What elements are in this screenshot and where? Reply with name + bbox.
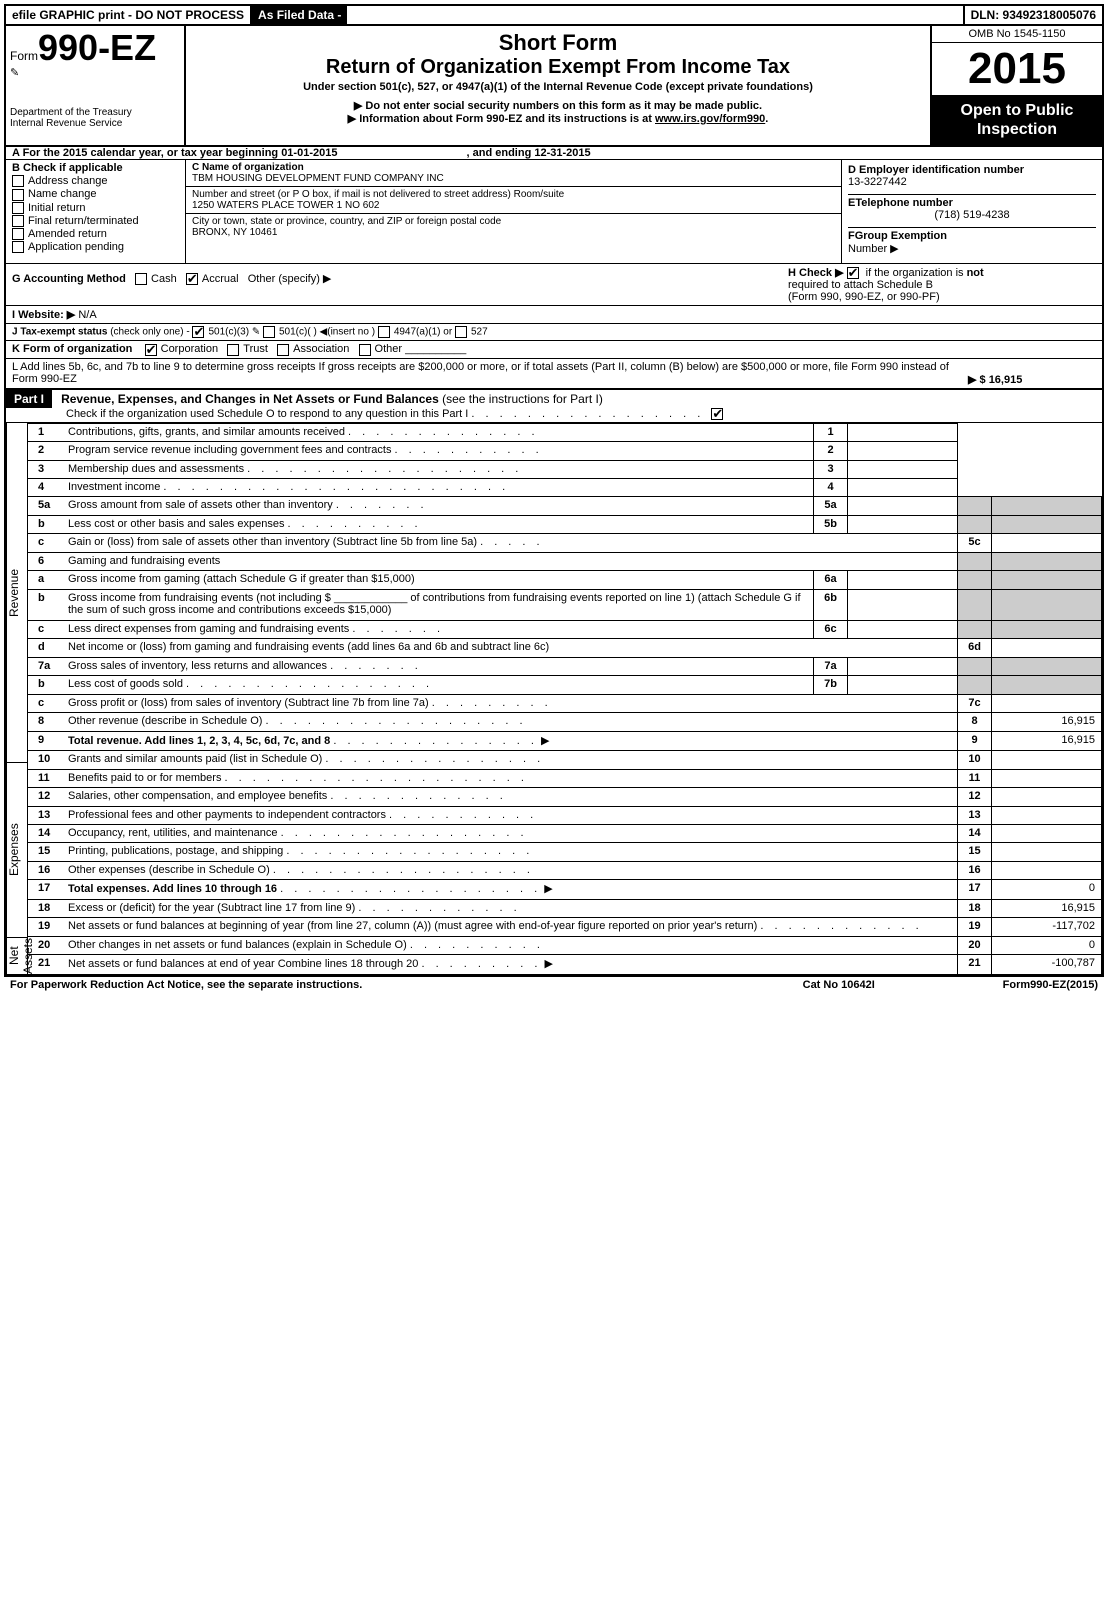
box-b: B Check if applicable Address change Nam… (6, 160, 186, 263)
line-19-val: -117,702 (992, 918, 1102, 936)
short-form-label: Short Form (194, 30, 922, 56)
instr-1: ▶ Do not enter social security numbers o… (194, 99, 922, 112)
website: N/A (78, 309, 96, 321)
header: Form990-EZ ✎ Department of the Treasury … (6, 26, 1102, 147)
section-gh: G Accounting Method Cash Accrual Other (… (6, 264, 1102, 306)
box-b-label: B Check if applicable (12, 162, 179, 174)
under-section: Under section 501(c), 527, or 4947(a)(1)… (194, 81, 922, 93)
omb-number: OMB No 1545-1150 (932, 26, 1102, 43)
chk-corporation[interactable] (145, 344, 157, 356)
chk-final-return[interactable] (12, 215, 24, 227)
chk-4947[interactable] (378, 326, 390, 338)
box-def: D Employer identification number 13-3227… (842, 160, 1102, 263)
form-prefix: Form (10, 49, 38, 63)
side-expenses: Expenses (6, 763, 28, 938)
line-21-val: -100,787 (992, 955, 1102, 975)
chk-address-change[interactable] (12, 175, 24, 187)
section-l: L Add lines 5b, 6c, and 7b to line 9 to … (6, 359, 1102, 389)
box-h: H Check ▶ if the organization is not req… (782, 264, 1102, 305)
chk-name-change[interactable] (12, 189, 24, 201)
chk-accrual[interactable] (186, 273, 198, 285)
footer-cat: Cat No 10642I (803, 979, 1003, 991)
line-20-val: 0 (992, 936, 1102, 954)
chk-schedule-b-not-required[interactable] (847, 267, 859, 279)
dept-treasury: Department of the Treasury (10, 107, 180, 118)
footer: For Paperwork Reduction Act Notice, see … (4, 977, 1104, 993)
instr-2: ▶ Information about Form 990-EZ and its … (194, 112, 922, 125)
chk-cash[interactable] (135, 273, 147, 285)
part-i-header: Part I Revenue, Expenses, and Changes in… (6, 389, 1102, 423)
chk-527[interactable] (455, 326, 467, 338)
section-k: K Form of organization Corporation Trust… (6, 341, 1102, 358)
org-address: 1250 WATERS PLACE TOWER 1 NO 602 (192, 200, 835, 211)
form-990ez: efile GRAPHIC print - DO NOT PROCESS As … (4, 4, 1104, 977)
side-revenue: Revenue (6, 423, 28, 763)
topbar-dln: DLN: 93492318005076 (963, 6, 1102, 24)
chk-trust[interactable] (227, 344, 239, 356)
section-j: J Tax-exempt status (check only one) - 5… (6, 324, 1102, 341)
chk-initial-return[interactable] (12, 202, 24, 214)
section-i: I Website: ▶ N/A (6, 306, 1102, 324)
header-mid: Short Form Return of Organization Exempt… (186, 26, 932, 145)
topbar: efile GRAPHIC print - DO NOT PROCESS As … (6, 6, 1102, 26)
line-8-val: 16,915 (992, 713, 1102, 731)
chk-association[interactable] (277, 344, 289, 356)
section-bcdef: B Check if applicable Address change Nam… (6, 160, 1102, 264)
chk-501c[interactable] (263, 326, 275, 338)
chk-amended-return[interactable] (12, 228, 24, 240)
irs-link[interactable]: www.irs.gov/form990 (655, 113, 765, 125)
footer-left: For Paperwork Reduction Act Notice, see … (10, 979, 803, 991)
line-17-val: 0 (992, 880, 1102, 900)
return-title: Return of Organization Exempt From Incom… (194, 56, 922, 79)
chk-other-org[interactable] (359, 344, 371, 356)
open-to-public: Open to Public Inspection (932, 95, 1102, 145)
form-number: 990-EZ (38, 27, 156, 68)
telephone: (718) 519-4238 (848, 209, 1096, 221)
pencil-icon: ✎ (252, 327, 260, 338)
topbar-left: efile GRAPHIC print - DO NOT PROCESS (6, 6, 252, 24)
side-net-assets: Net Assets (6, 938, 28, 975)
chk-501c3[interactable] (192, 326, 204, 338)
header-right: OMB No 1545-1150 2015 Open to Public Ins… (932, 26, 1102, 145)
topbar-mid: As Filed Data - (252, 6, 347, 24)
line-9-val: 16,915 (992, 731, 1102, 751)
chk-schedule-o-part-i[interactable] (711, 408, 723, 420)
org-city: BRONX, NY 10461 (192, 227, 835, 238)
org-name: TBM HOUSING DEVELOPMENT FUND COMPANY INC (192, 173, 835, 184)
part-i-grid: Revenue Expenses Net Assets 1Contributio… (6, 423, 1102, 975)
footer-form: Form990-EZ(2015) (1003, 979, 1098, 991)
chk-application-pending[interactable] (12, 241, 24, 253)
gross-receipts: ▶ $ 16,915 (962, 359, 1102, 388)
dept-irs: Internal Revenue Service (10, 118, 180, 129)
box-c: C Name of organization TBM HOUSING DEVEL… (186, 160, 842, 263)
ein: 13-3227442 (848, 176, 1096, 188)
line-18-val: 16,915 (992, 899, 1102, 917)
section-a: A For the 2015 calendar year, or tax yea… (6, 147, 1102, 160)
tax-year: 2015 (932, 43, 1102, 95)
header-left: Form990-EZ ✎ Department of the Treasury … (6, 26, 186, 145)
lines-table: 1Contributions, gifts, grants, and simil… (28, 423, 1102, 975)
